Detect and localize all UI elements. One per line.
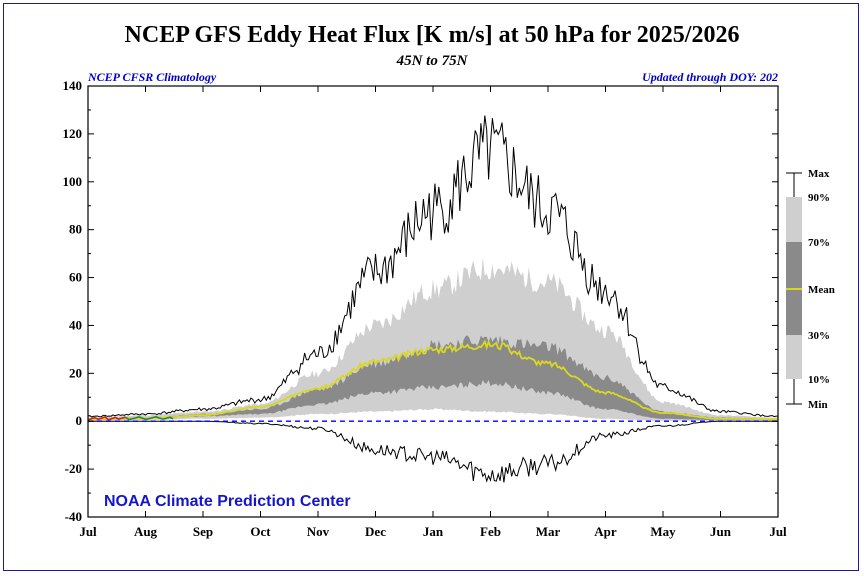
band-30-70 (88, 335, 778, 421)
legend-label: 70% (808, 237, 830, 249)
update-note: Updated through DOY: 202 (642, 70, 778, 84)
x-tick-label: Oct (250, 524, 271, 539)
series-mean-line (87, 339, 779, 421)
x-tick-label: May (650, 524, 676, 539)
chart-subtitle: 45N to 75N (396, 53, 468, 69)
legend-label: Max (808, 168, 830, 180)
x-tick-label: Jul (79, 524, 97, 539)
y-tick-label: -40 (65, 509, 82, 524)
y-tick-label: 80 (69, 222, 82, 237)
plot-area (87, 115, 779, 483)
y-tick-label: 140 (63, 78, 83, 93)
legend: Max 90% 70% Mean 30% 10% Min (786, 168, 835, 411)
x-tick-label: Apr (594, 524, 617, 539)
current-year-line (124, 415, 174, 421)
series-max-line (87, 115, 778, 418)
x-tick-label: Jan (423, 524, 444, 539)
x-tick-label: Nov (307, 524, 330, 539)
x-tick-label: Dec (365, 524, 386, 539)
y-tick-label: 0 (76, 413, 83, 428)
chart-title: NCEP GFS Eddy Heat Flux [K m/s] at 50 hP… (124, 22, 740, 48)
x-tick-label: Feb (480, 524, 501, 539)
y-tick-label: -20 (65, 461, 82, 476)
y-tick-label: 20 (69, 365, 82, 380)
legend-label: Min (808, 399, 828, 411)
x-tick-label: Aug (134, 524, 158, 539)
y-tick-label: 120 (63, 126, 83, 141)
legend-label: Mean (808, 284, 835, 296)
legend-label: 10% (808, 374, 830, 386)
y-tick-label: 40 (69, 317, 82, 332)
band-10-90 (88, 257, 778, 421)
watermark: NOAA Climate Prediction Center (104, 493, 351, 510)
climatology-note: NCEP CFSR Climatology (88, 70, 217, 84)
y-tick-label: 100 (63, 174, 83, 189)
series-min-line (88, 420, 778, 483)
legend-label: 90% (808, 192, 830, 204)
x-tick-label: Jul (769, 524, 787, 539)
x-tick-label: Sep (193, 524, 213, 539)
legend-label: 30% (808, 330, 830, 342)
x-tick-label: Mar (536, 524, 561, 539)
axes: -40 -20 0 20 40 60 80 100 120 140 Jul Aug Sep Oct Nov D… (63, 78, 788, 539)
figure-frame (3, 3, 859, 571)
y-tick-label: 60 (69, 270, 82, 285)
x-tick-label: Jun (710, 524, 732, 539)
current-year-early-line (87, 415, 126, 421)
